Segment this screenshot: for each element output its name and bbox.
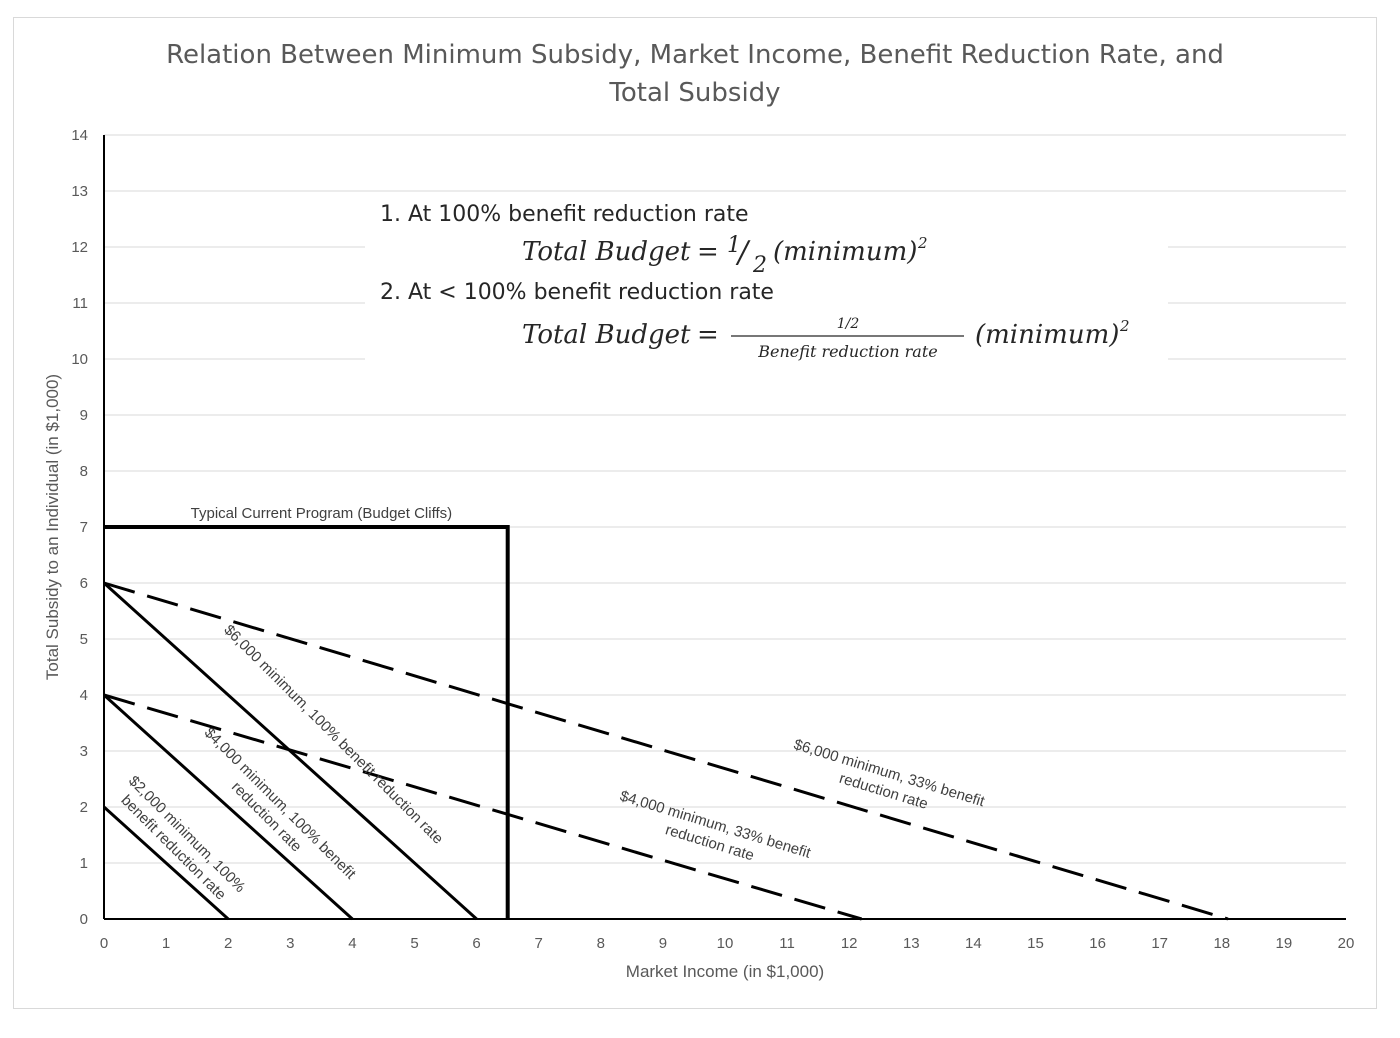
formula-2-rhs: (minimum) [975,320,1119,350]
y-tick-label-7: 7 [80,519,88,536]
chart-title-line-2: Total Subsidy [608,78,780,108]
chart-title: Relation Between Minimum Subsidy, Market… [166,40,1224,108]
x-tick-label-14: 14 [965,935,982,952]
x-tick-label-8: 8 [597,935,605,952]
x-axis-tick-labels: 0 1 2 3 4 5 6 7 8 9 10 11 12 13 14 15 16 17 18 19 20 [100,935,1355,952]
x-tick-label-16: 16 [1089,935,1106,952]
x-tick-label-9: 9 [659,935,667,952]
formula-2: Total Budget = 1/2 Benefit reduction rat… [522,316,1130,361]
y-tick-label-8: 8 [80,463,88,480]
y-tick-label-6: 6 [80,575,88,592]
formula-1-exponent: 2 [917,234,928,252]
formula-2-numerator: 1/2 [837,316,860,332]
x-tick-label-1: 1 [162,935,170,952]
formula-1-denominator: 2 [752,253,767,278]
x-tick-label-0: 0 [100,935,108,952]
y-tick-label-1: 1 [80,855,88,872]
y-tick-label-2: 2 [80,799,88,816]
x-tick-label-12: 12 [841,935,858,952]
x-tick-label-17: 17 [1151,935,1168,952]
formula-2-denominator: Benefit reduction rate [757,342,937,361]
x-tick-label-2: 2 [224,935,232,952]
annotation-line-2: 2. At < 100% benefit reduction rate [380,280,774,305]
formula-1-equals: = [697,237,719,267]
formula-2-equals: = [697,320,719,350]
x-tick-label-13: 13 [903,935,920,952]
y-tick-label-13: 13 [71,183,88,200]
formula-2-lhs: Total Budget [522,320,691,350]
y-axis-title: Total Subsidy to an Individual (in $1,00… [43,374,62,680]
chart-title-line-1: Relation Between Minimum Subsidy, Market… [166,40,1224,70]
x-tick-label-18: 18 [1213,935,1230,952]
formula-1-slash: / [735,235,751,270]
series-line-typical-current-program-budget-cliffs [104,525,510,919]
series-label-line-1: Typical Current Program (Budget Cliffs) [191,505,452,522]
y-tick-label-10: 10 [71,351,88,368]
y-tick-label-11: 11 [72,295,88,312]
x-tick-label-3: 3 [286,935,294,952]
formula-2-exponent: 2 [1119,317,1130,335]
formula-1: Total Budget = 1 / 2 (minimum) 2 [522,233,928,278]
annotation-background [365,192,1168,367]
formula-1-numerator: 1 [727,233,741,258]
y-tick-label-9: 9 [80,407,88,424]
y-tick-label-4: 4 [80,687,88,704]
series-label-typical-current-program-budget-cliffs: Typical Current Program (Budget Cliffs) [191,505,452,522]
formula-1-rhs: (minimum) [773,237,917,267]
y-tick-label-12: 12 [71,239,88,256]
series-line-4-000-minimum-33-benefit-reduction-rate [103,693,863,921]
x-tick-label-15: 15 [1027,935,1044,952]
x-axis-title: Market Income (in $1,000) [626,962,824,981]
series-line-4-000-minimum-100-benefit-reduction-rate [102,693,354,921]
annotation-line-1: 1. At 100% benefit reduction rate [380,202,749,227]
series-label-2-000-minimum-100-benefit-reduction-rate: $2,000 minimum, 100%benefit reduction ra… [117,773,248,904]
y-tick-label-3: 3 [80,743,88,760]
x-tick-label-5: 5 [410,935,418,952]
formula-1-lhs: Total Budget [522,237,691,267]
x-tick-label-20: 20 [1338,935,1355,952]
y-tick-label-14: 14 [71,127,88,144]
x-tick-label-6: 6 [472,935,480,952]
y-tick-label-5: 5 [80,631,88,648]
series-lines [102,525,1229,921]
y-tick-label-0: 0 [80,911,88,928]
x-tick-label-11: 11 [779,935,795,952]
chart-frame [13,17,1377,1009]
x-tick-label-19: 19 [1276,935,1293,952]
budget-formula-annotation: 1. At 100% benefit reduction rate Total … [365,192,1168,367]
x-tick-label-10: 10 [717,935,734,952]
x-tick-label-4: 4 [348,935,356,952]
series-line-6-000-minimum-33-benefit-reduction-rate [103,581,1229,921]
x-tick-label-7: 7 [535,935,543,952]
series-line-2-000-minimum-100-benefit-reduction-rate [102,805,230,921]
